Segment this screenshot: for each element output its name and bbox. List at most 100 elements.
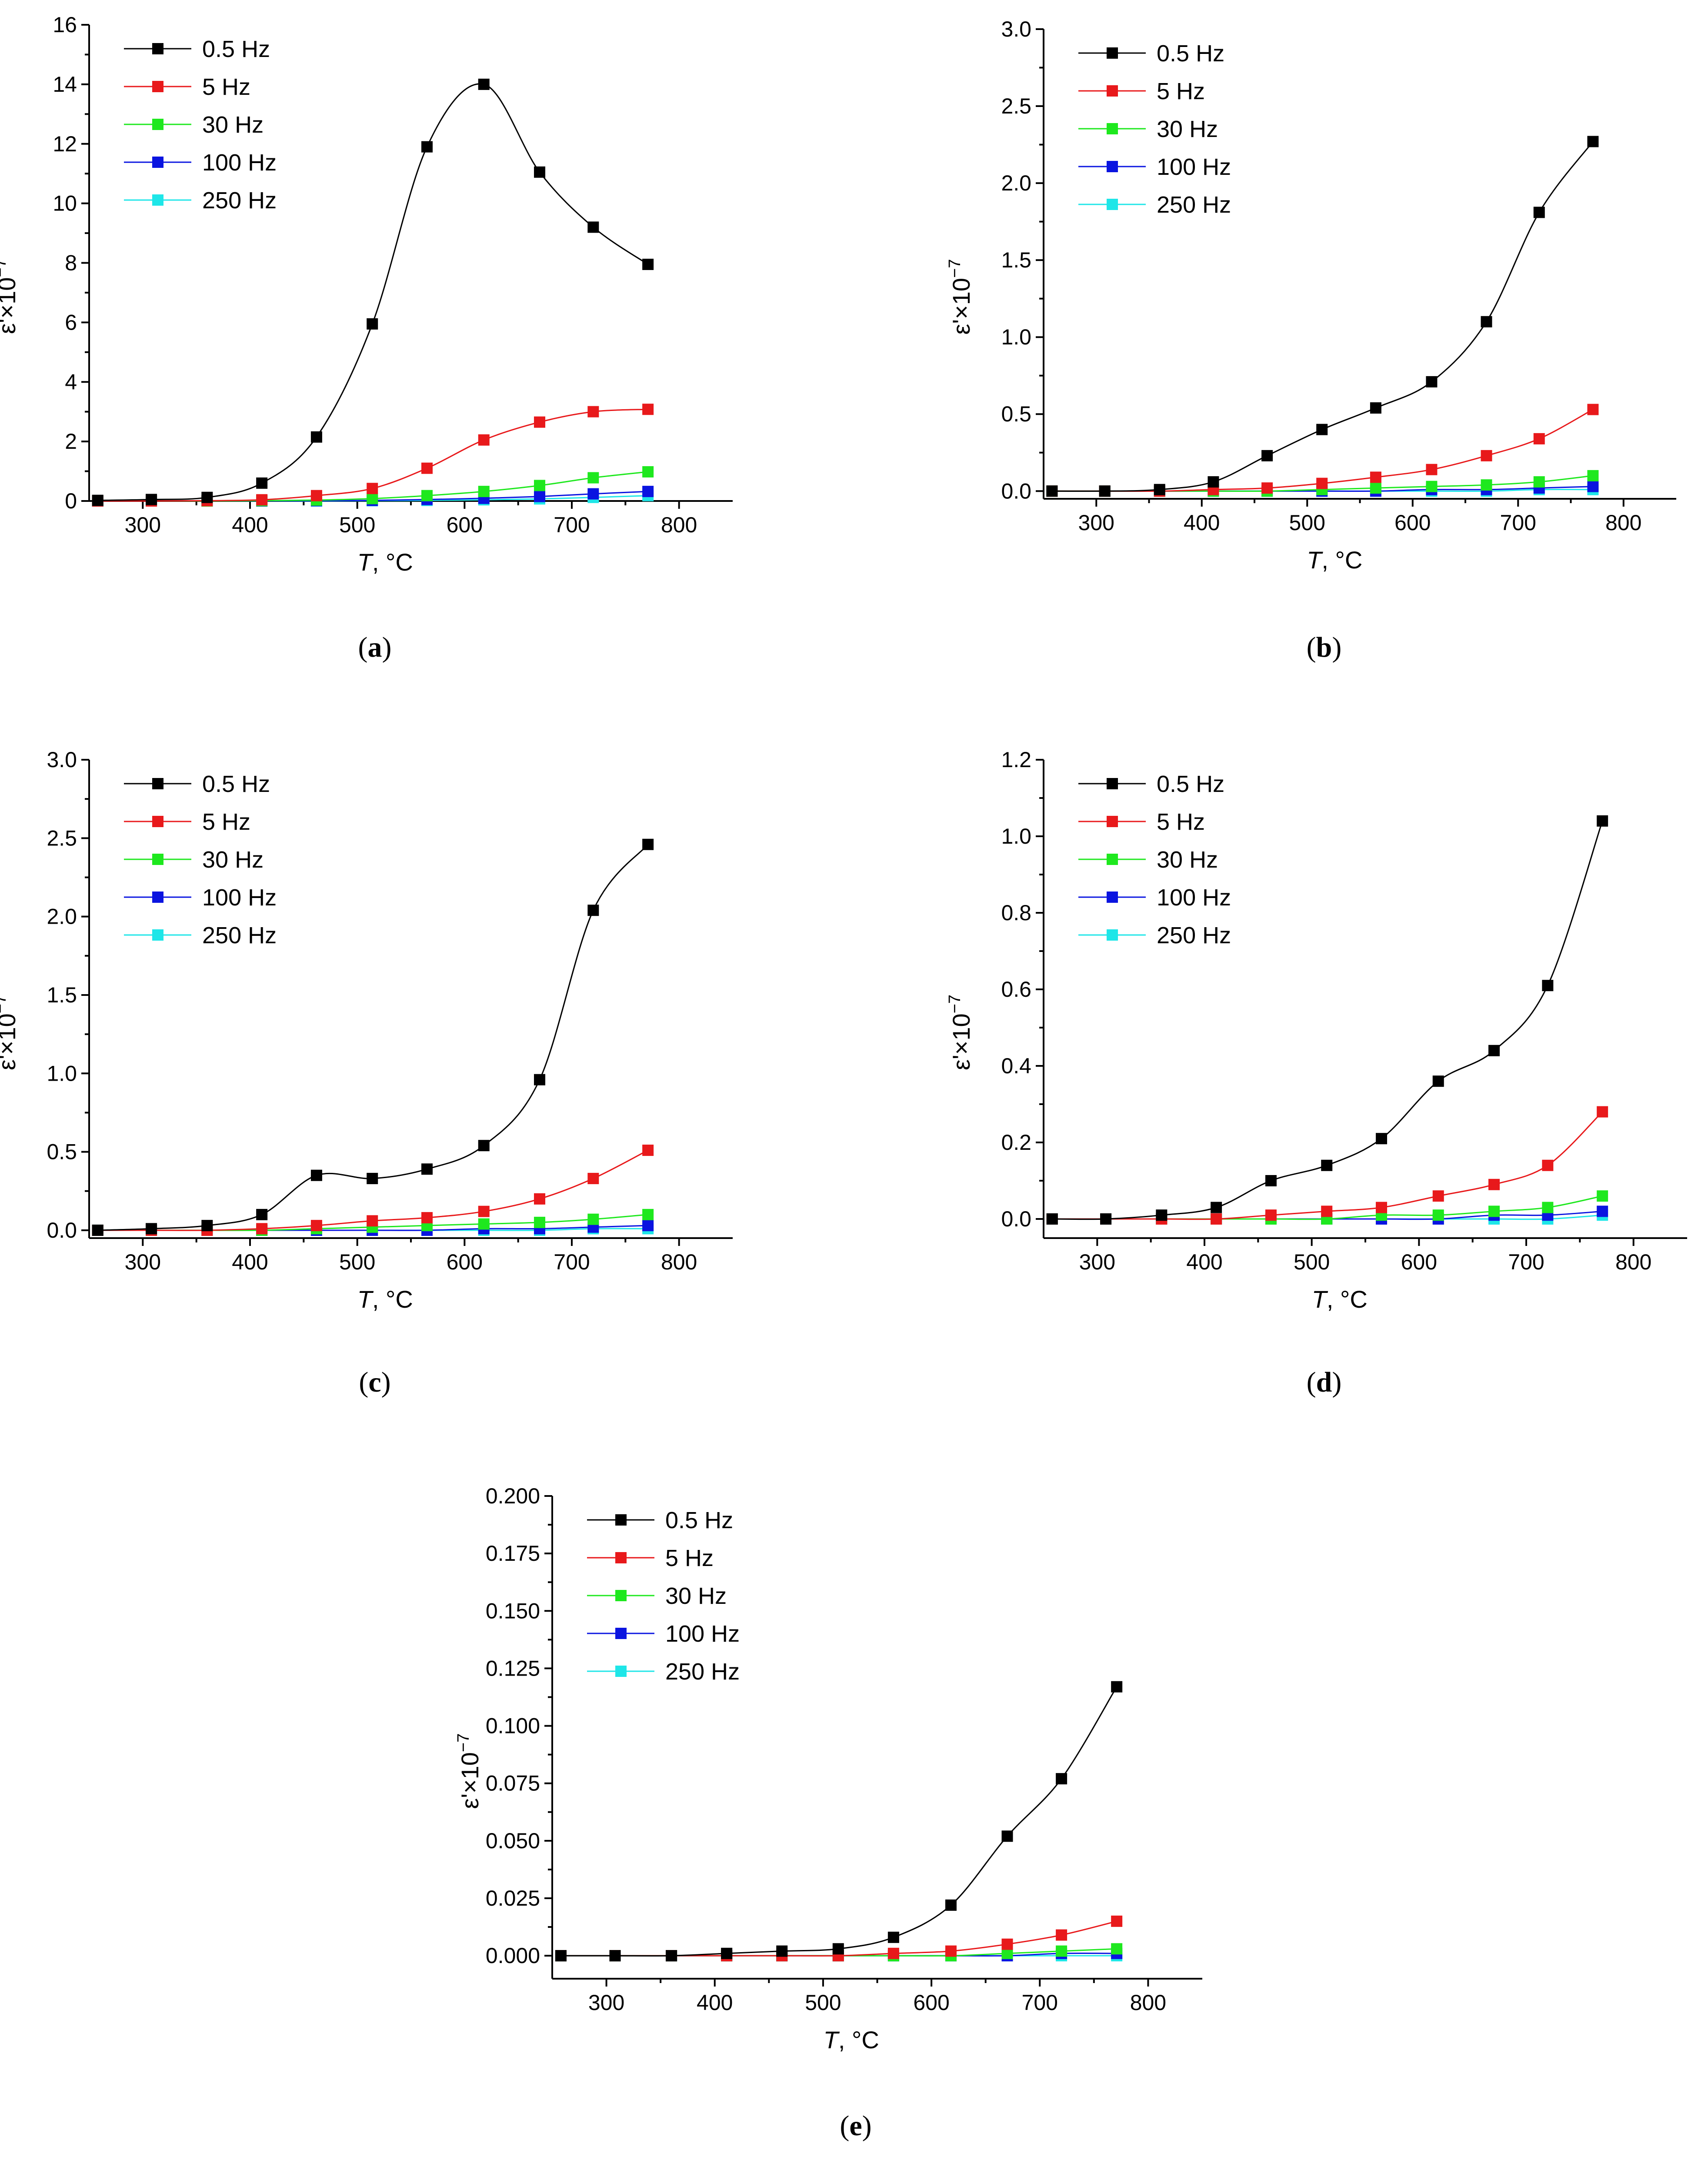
data-point — [1533, 476, 1545, 488]
y-axis-exponent: −7 — [946, 259, 964, 278]
data-point — [1099, 485, 1111, 497]
x-axis-variable: T — [357, 1286, 374, 1313]
x-axis-title: T, °C — [357, 548, 413, 576]
data-point — [534, 1074, 545, 1085]
y-axis-title: ε'×10−7 — [454, 1733, 484, 1809]
legend-entry: 250 Hz — [1078, 192, 1231, 218]
data-point — [1587, 136, 1599, 147]
legend-marker — [1107, 816, 1118, 827]
legend-marker — [1107, 199, 1118, 210]
data-point — [1321, 1205, 1333, 1217]
y-tick-label: 1.0 — [47, 1061, 77, 1085]
legend-marker — [615, 1666, 627, 1677]
y-tick-label: 2 — [65, 429, 77, 454]
legend-label: 5 Hz — [202, 809, 250, 835]
data-point — [421, 141, 433, 153]
x-tick-label: 400 — [232, 1250, 268, 1274]
data-point — [1542, 1202, 1554, 1213]
caption-open-paren: ( — [840, 2110, 849, 2142]
y-tick-label: 0.050 — [486, 1829, 540, 1853]
legend-marker — [152, 892, 163, 903]
data-point — [1376, 1202, 1387, 1213]
y-tick-label: 0.025 — [486, 1886, 540, 1910]
legend-marker — [1107, 47, 1118, 59]
x-axis-title: T, °C — [357, 1286, 413, 1313]
legend-label: 0.5 Hz — [202, 771, 270, 797]
x-tick-label: 300 — [1078, 511, 1114, 535]
data-point — [534, 416, 545, 428]
data-point — [367, 318, 378, 330]
caption-open-paren: ( — [359, 1366, 368, 1398]
legend-entry: 250 Hz — [1078, 922, 1231, 948]
caption-open-paren: ( — [1307, 1366, 1316, 1398]
y-axis-exponent: −7 — [0, 995, 10, 1013]
caption-letter: c — [368, 1366, 381, 1398]
legend-marker — [152, 194, 163, 206]
data-point — [1432, 1209, 1444, 1221]
data-point — [146, 494, 157, 505]
data-point — [945, 1899, 957, 1911]
data-point — [367, 493, 378, 504]
data-point — [421, 462, 433, 474]
data-point — [256, 1223, 268, 1235]
legend-marker — [1107, 929, 1118, 941]
chart-d: 300 400 500 600 700 800 0.0 0.2 0.4 0.6 0.8 1.0 1.2 T… — [946, 748, 1687, 1398]
y-tick-label: 0.0 — [1001, 479, 1031, 503]
x-tick-label: 400 — [232, 513, 268, 537]
legend-label: 0.5 Hz — [202, 36, 270, 62]
y-tick-label: 0.4 — [1001, 1054, 1031, 1078]
data-point — [534, 1193, 545, 1205]
data-point — [478, 78, 490, 90]
caption-letter: a — [368, 631, 382, 663]
data-point — [1587, 481, 1599, 492]
y-axis-title: ε'×10−7 — [0, 258, 20, 334]
x-tick-label: 500 — [1294, 1250, 1330, 1274]
caption-close-paren: ) — [862, 2110, 872, 2142]
y-axis-title: ε'×10−7 — [0, 995, 20, 1070]
y-tick-label: 2.5 — [47, 826, 77, 850]
x-tick-label: 800 — [661, 1250, 697, 1274]
series-line-0-5-hz — [97, 83, 648, 501]
data-point — [1370, 482, 1381, 494]
data-point — [587, 1213, 599, 1225]
data-point — [201, 1220, 213, 1232]
legend-label: 100 Hz — [202, 150, 277, 176]
y-tick-label: 0.100 — [486, 1714, 540, 1738]
data-point — [1154, 484, 1165, 495]
legend-entry: 30 Hz — [1078, 847, 1218, 873]
data-point — [478, 1140, 490, 1152]
data-point — [1046, 485, 1058, 497]
y-axis-symbol: ε'×10 — [947, 278, 975, 335]
x-tick-label: 800 — [1615, 1250, 1651, 1274]
y-tick-label: 1.5 — [1001, 248, 1031, 272]
data-point — [642, 404, 654, 415]
data-point — [310, 1169, 322, 1181]
legend-marker — [615, 1628, 627, 1639]
data-point — [1481, 316, 1492, 327]
caption: (e) — [840, 2110, 871, 2142]
y-tick-label: 0.5 — [1001, 402, 1031, 426]
legend-entry: 30 Hz — [587, 1583, 727, 1609]
x-tick-label: 500 — [1289, 511, 1325, 535]
y-tick-label: 2.0 — [47, 905, 77, 929]
data-point — [1265, 1175, 1277, 1186]
legend-label: 100 Hz — [665, 1621, 740, 1647]
caption-close-paren: ) — [1332, 631, 1341, 663]
data-point — [256, 1209, 268, 1220]
y-tick-label: 16 — [53, 13, 77, 37]
caption: (c) — [359, 1366, 390, 1398]
legend-label: 30 Hz — [1157, 116, 1218, 142]
data-point — [642, 486, 654, 498]
data-point — [1211, 1213, 1222, 1225]
legend-entry: 5 Hz — [1078, 78, 1205, 104]
y-tick-label: 14 — [53, 72, 77, 97]
y-tick-label: 1.0 — [1001, 824, 1031, 848]
data-point — [1100, 1213, 1112, 1225]
y-axis-exponent: −7 — [454, 1733, 473, 1752]
y-tick-label: 0.8 — [1001, 901, 1031, 925]
data-point — [587, 472, 599, 484]
data-point — [310, 431, 322, 443]
y-tick-label: 0.2 — [1001, 1130, 1031, 1155]
legend-label: 30 Hz — [1157, 847, 1218, 873]
legend-marker — [615, 1552, 627, 1563]
